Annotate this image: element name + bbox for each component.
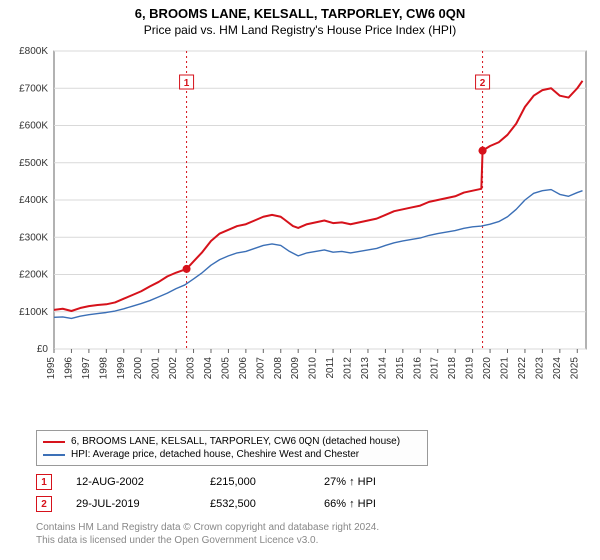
y-tick-label: £400K	[19, 195, 48, 206]
x-tick-label: 2003	[186, 357, 197, 380]
x-tick-label: 2007	[255, 357, 266, 380]
legend: 6, BROOMS LANE, KELSALL, TARPORLEY, CW6 …	[36, 430, 428, 466]
x-tick-label: 2000	[133, 357, 144, 380]
x-tick-label: 2023	[534, 357, 545, 380]
x-tick-label: 2014	[377, 357, 388, 380]
x-tick-label: 2005	[220, 357, 231, 380]
event-price: £532,500	[210, 498, 300, 510]
footer-attribution: Contains HM Land Registry data © Crown c…	[36, 522, 588, 547]
x-tick-label: 1998	[98, 357, 109, 380]
x-tick-label: 2020	[482, 357, 493, 380]
legend-swatch	[43, 454, 65, 456]
y-tick-label: £0	[37, 344, 49, 355]
x-tick-label: 2018	[447, 357, 458, 380]
y-tick-label: £300K	[19, 232, 48, 243]
event-row: 2 29-JUL-2019 £532,500 66% HPI	[36, 496, 588, 512]
x-tick-label: 2022	[517, 357, 528, 380]
events-table: 1 12-AUG-2002 £215,000 27% HPI 2 29-JUL-2019 £…	[36, 474, 588, 518]
event-date: 12-AUG-2002	[76, 476, 186, 488]
x-tick-label: 2025	[569, 357, 580, 380]
y-tick-label: £600K	[19, 121, 48, 132]
y-tick-label: £500K	[19, 158, 48, 169]
event-price: £215,000	[210, 476, 300, 488]
footer-line-1: Contains HM Land Registry data © Crown c…	[36, 522, 588, 535]
y-tick-label: £200K	[19, 270, 48, 281]
event-row: 1 12-AUG-2002 £215,000 27% HPI	[36, 474, 588, 490]
legend-label: HPI: Average price, detached house, Ches…	[71, 448, 359, 461]
x-tick-label: 2001	[151, 357, 162, 380]
jump-marker-dot	[479, 147, 487, 155]
chart-container: { "title": "6, BROOMS LANE, KELSALL, TAR…	[0, 0, 600, 560]
x-tick-label: 2024	[552, 357, 563, 380]
x-tick-label: 2015	[395, 357, 406, 380]
arrow-up-icon	[349, 476, 355, 488]
chart-subtitle: Price paid vs. HM Land Registry's House …	[0, 21, 600, 37]
y-tick-label: £100K	[19, 307, 48, 318]
x-tick-label: 2006	[238, 357, 249, 380]
legend-row: HPI: Average price, detached house, Ches…	[43, 448, 421, 461]
legend-swatch	[43, 441, 65, 443]
x-tick-label: 2009	[290, 357, 301, 380]
event-pct: 27% HPI	[324, 476, 376, 488]
x-tick-label: 2013	[360, 357, 371, 380]
footer-line-2: This data is licensed under the Open Gov…	[36, 535, 588, 548]
y-tick-label: £700K	[19, 83, 48, 94]
event-marker-number: 2	[480, 78, 486, 89]
chart-title: 6, BROOMS LANE, KELSALL, TARPORLEY, CW6 …	[0, 0, 600, 21]
arrow-up-icon	[349, 498, 355, 510]
x-tick-label: 1996	[63, 357, 74, 380]
event-marker-number: 1	[184, 78, 190, 89]
chart-area: £0 £100K £200K £300K £400K £500K £600K £700K £80…	[0, 43, 600, 393]
x-tick-label: 2012	[343, 357, 354, 380]
x-tick-label: 2008	[273, 357, 284, 380]
x-tick-label: 2004	[203, 357, 214, 380]
legend-row: 6, BROOMS LANE, KELSALL, TARPORLEY, CW6 …	[43, 435, 421, 448]
x-tick-label: 2010	[308, 357, 319, 380]
x-tick-label: 2002	[168, 357, 179, 380]
event-number-box: 1	[36, 474, 52, 490]
x-tick-label: 2011	[325, 357, 336, 379]
x-tick-label: 1997	[81, 357, 92, 380]
chart-svg: £0 £100K £200K £300K £400K £500K £600K £700K £80…	[0, 43, 600, 393]
x-tick-label: 2021	[500, 357, 511, 380]
y-tick-label: £800K	[19, 46, 48, 57]
x-tick-label: 2016	[412, 357, 423, 380]
legend-label: 6, BROOMS LANE, KELSALL, TARPORLEY, CW6 …	[71, 435, 400, 448]
event-number-box: 2	[36, 496, 52, 512]
x-tick-label: 2017	[430, 357, 441, 380]
event-pct: 66% HPI	[324, 498, 376, 510]
x-tick-label: 1999	[116, 357, 127, 380]
x-tick-label: 2019	[465, 357, 476, 380]
event-date: 29-JUL-2019	[76, 498, 186, 510]
x-tick-label: 1995	[46, 357, 57, 380]
